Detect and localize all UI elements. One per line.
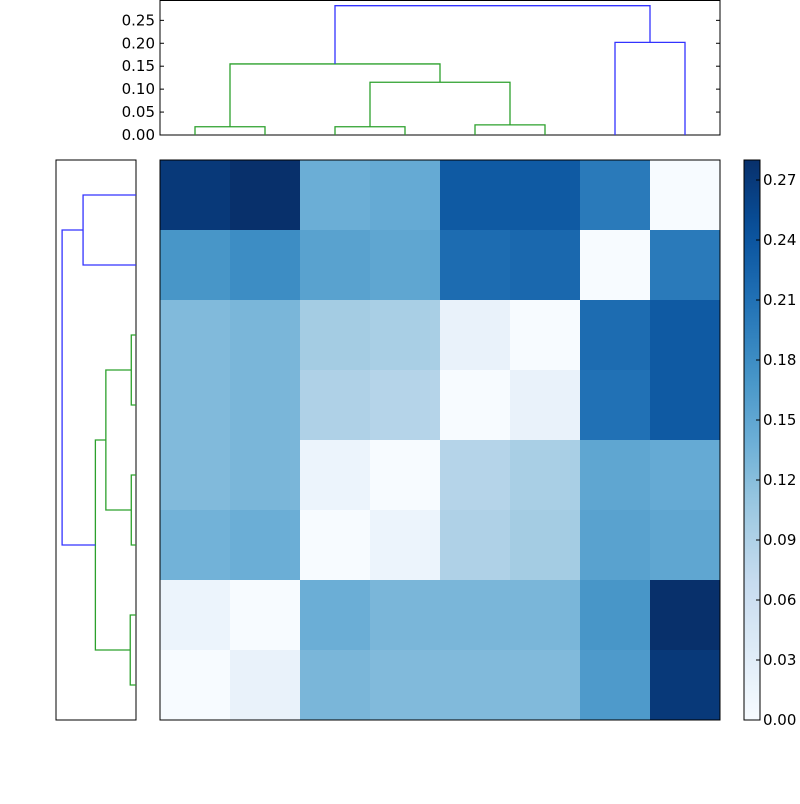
heatmap-cell — [440, 510, 511, 581]
heatmap-cell — [440, 230, 511, 301]
heatmap-cell — [650, 370, 721, 441]
heatmap-cell — [160, 160, 231, 231]
heatmap-cell — [650, 160, 721, 231]
heatmap-cell — [510, 650, 581, 721]
colorbar: 0.00 0.03 0.06 0.09 0.12 0.15 0.18 0.21 0.24 0.27 — [743, 159, 796, 729]
heatmap-cell — [580, 370, 651, 441]
y-tick-label: 0.05 — [122, 103, 155, 121]
heatmap-cell — [440, 650, 511, 721]
colorbar-tick-label: 0.15 — [763, 411, 796, 429]
heatmap-cell — [370, 300, 441, 371]
heatmap-cell — [510, 510, 581, 581]
heatmap-cell — [440, 160, 511, 231]
heatmap-cell — [230, 580, 301, 651]
y-tick-label: 0.15 — [122, 57, 155, 75]
heatmap-frame — [159, 159, 721, 721]
heatmap-cell — [510, 230, 581, 301]
heatmap-cell — [370, 510, 441, 581]
heatmap-cell — [230, 230, 301, 301]
heatmap-cell — [580, 230, 651, 301]
dendrogram-link — [334, 5, 651, 64]
colorbar-tick-label: 0.18 — [763, 351, 796, 369]
colorbar-tick-label: 0.27 — [763, 171, 796, 189]
heatmap-cell — [300, 580, 371, 651]
heatmap-cell — [160, 580, 231, 651]
heatmap-cell — [440, 440, 511, 511]
heatmap-cell — [230, 510, 301, 581]
heatmap-cell — [510, 440, 581, 511]
heatmap-grid — [159, 159, 721, 721]
heatmap-cell — [160, 370, 231, 441]
heatmap-cell — [370, 160, 441, 231]
heatmap-cell — [580, 510, 651, 581]
colorbar-tick-label: 0.03 — [763, 651, 796, 669]
colorbar-tick-label: 0.09 — [763, 531, 796, 549]
colorbar-tick-label: 0.21 — [763, 291, 796, 309]
heatmap-cell — [580, 580, 651, 651]
heatmap-cell — [580, 650, 651, 721]
heatmap-cell — [230, 440, 301, 511]
top-dendrogram — [159, 0, 721, 136]
heatmap-cell — [300, 370, 371, 441]
heatmap-cell — [440, 580, 511, 651]
heatmap-cell — [650, 650, 721, 721]
heatmap-cell — [160, 230, 231, 301]
heatmap-cell — [230, 370, 301, 441]
heatmap-cell — [230, 160, 301, 231]
heatmap-cell — [160, 440, 231, 511]
heatmap-cell — [650, 300, 721, 371]
heatmap-cell — [370, 370, 441, 441]
heatmap-cell — [510, 160, 581, 231]
heatmap-cell — [370, 230, 441, 301]
heatmap-cell — [300, 440, 371, 511]
heatmap-cell — [580, 300, 651, 371]
heatmap-cell — [370, 580, 441, 651]
heatmap-cell — [650, 440, 721, 511]
heatmap-cell — [300, 160, 371, 231]
heatmap-cell — [510, 580, 581, 651]
y-tick-label: 0.10 — [122, 80, 155, 98]
heatmap-cell — [370, 440, 441, 511]
heatmap-cell — [440, 300, 511, 371]
heatmap-cell — [580, 440, 651, 511]
heatmap-cell — [300, 510, 371, 581]
colorbar-tick-label: 0.06 — [763, 591, 796, 609]
heatmap-cell — [230, 650, 301, 721]
colorbar-gradient — [743, 159, 761, 721]
heatmap-cell — [300, 650, 371, 721]
y-tick-label: 0.25 — [122, 11, 155, 29]
heatmap-cell — [650, 580, 721, 651]
heatmap-cell — [510, 370, 581, 441]
left-dendrogram — [55, 159, 137, 721]
heatmap-cell — [300, 300, 371, 371]
colorbar-tick-label: 0.24 — [763, 231, 796, 249]
colorbar-tick-label: 0.00 — [763, 711, 796, 729]
heatmap-cell — [440, 370, 511, 441]
heatmap-cell — [230, 300, 301, 371]
heatmap-cell — [300, 230, 371, 301]
heatmap-cell — [370, 650, 441, 721]
heatmap-cell — [510, 300, 581, 371]
colorbar-tick-label: 0.12 — [763, 471, 796, 489]
heatmap-cell — [160, 510, 231, 581]
top-dendrogram-y-axis: 0.00 0.05 0.10 0.15 0.20 0.25 — [122, 11, 720, 144]
heatmap-cell — [650, 230, 721, 301]
heatmap-cell — [580, 160, 651, 231]
heatmap-cell — [650, 510, 721, 581]
heatmap-cell — [160, 300, 231, 371]
y-tick-label: 0.20 — [122, 34, 155, 52]
y-tick-label: 0.00 — [122, 126, 155, 144]
dendrogram-link — [61, 229, 96, 546]
heatmap-cell — [160, 650, 231, 721]
